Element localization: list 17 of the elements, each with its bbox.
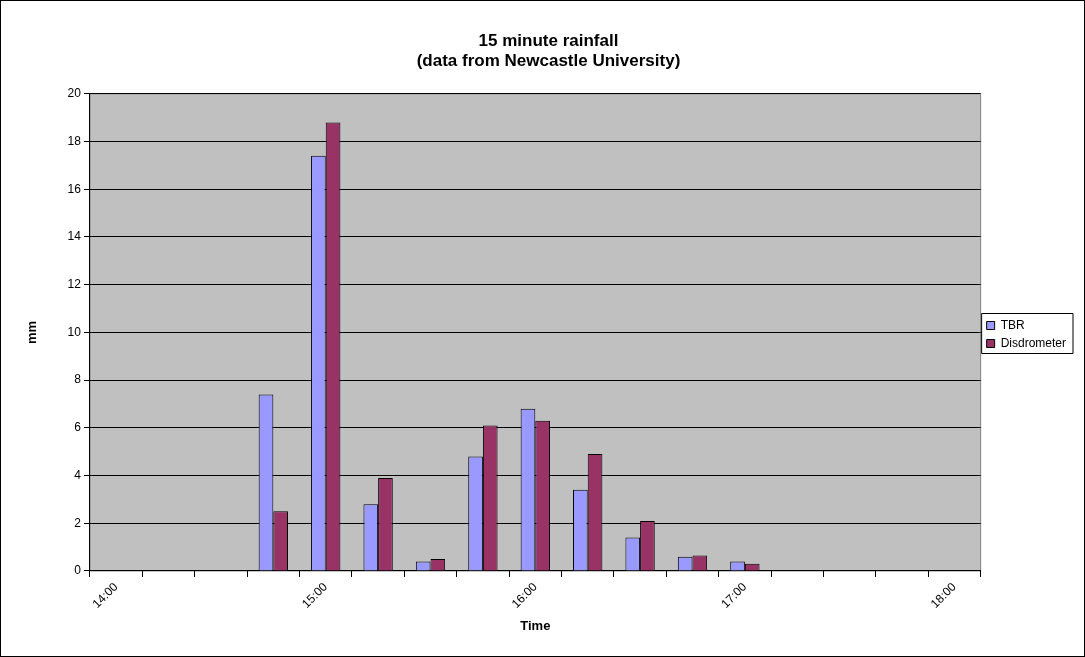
legend-label: Disdrometer [1000, 335, 1067, 350]
y-tick-label: 20 [67, 86, 82, 101]
x-axis-title: Time [520, 617, 551, 633]
y-tick-label: 6 [74, 420, 82, 435]
legend-label: TBR [1000, 317, 1025, 332]
y-tick-label: 2 [74, 515, 82, 530]
y-tick-label: 14 [67, 229, 82, 244]
y-axis-title: mm [24, 320, 40, 344]
text: (data from Newcastle University) [416, 51, 681, 71]
y-tick-label: 16 [67, 181, 82, 196]
y-tick-label: 4 [74, 467, 82, 482]
y-tick-label: 18 [67, 133, 82, 148]
y-tick-label: 12 [67, 276, 82, 291]
y-tick-label: 0 [74, 563, 82, 578]
y-tick-label: 8 [74, 372, 82, 387]
text: 15 minute rainfall [478, 30, 619, 50]
y-tick-label: 10 [67, 324, 82, 339]
